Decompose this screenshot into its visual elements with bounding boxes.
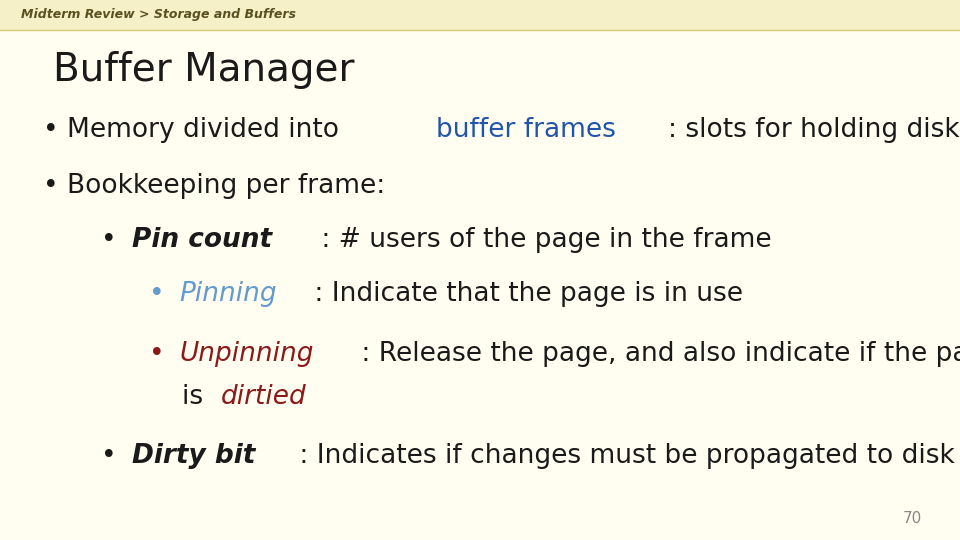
Text: 70: 70: [902, 511, 922, 526]
Text: • Memory divided into: • Memory divided into: [43, 117, 348, 143]
Text: •: •: [101, 227, 125, 253]
Text: : Release the page, and also indicate if the page: : Release the page, and also indicate if…: [353, 341, 960, 367]
Text: is: is: [182, 384, 212, 410]
Text: Unpinning: Unpinning: [180, 341, 314, 367]
Text: : Indicate that the page is in use: : Indicate that the page is in use: [305, 281, 743, 307]
Text: • Bookkeeping per frame:: • Bookkeeping per frame:: [43, 173, 386, 199]
Text: Buffer Manager: Buffer Manager: [53, 51, 354, 89]
Text: Pin count: Pin count: [132, 227, 272, 253]
Text: •: •: [101, 443, 125, 469]
Bar: [0, 0, 960, 30]
Text: Dirty bit: Dirty bit: [132, 443, 255, 469]
Text: Pinning: Pinning: [180, 281, 277, 307]
Text: : Indicates if changes must be propagated to disk: : Indicates if changes must be propagate…: [291, 443, 954, 469]
Text: Midterm Review > Storage and Buffers: Midterm Review > Storage and Buffers: [21, 8, 296, 22]
Text: •: •: [149, 341, 173, 367]
Text: •: •: [149, 281, 173, 307]
Text: : slots for holding disk pages: : slots for holding disk pages: [668, 117, 960, 143]
Text: buffer frames: buffer frames: [436, 117, 615, 143]
Text: dirtied: dirtied: [221, 384, 306, 410]
Text: : # users of the page in the frame: : # users of the page in the frame: [313, 227, 771, 253]
